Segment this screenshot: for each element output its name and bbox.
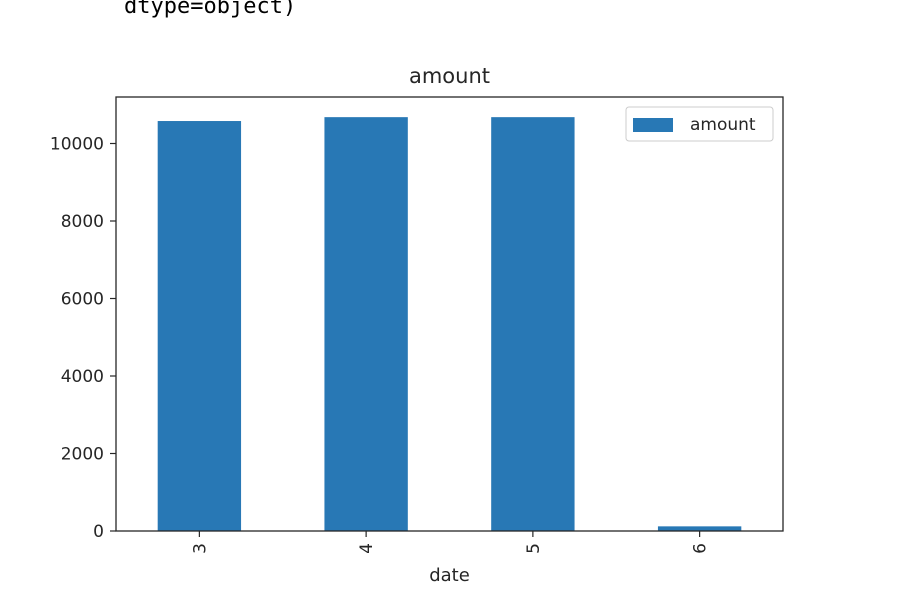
x-tick-label-5: 5: [524, 543, 544, 554]
bar-3: [157, 121, 242, 532]
y-tick-label-6000: 6000: [61, 290, 104, 310]
x-axis-label: date: [429, 565, 470, 586]
bar-5: [491, 117, 575, 532]
legend-swatch: [633, 118, 673, 132]
y-tick-label-4000: 4000: [61, 367, 104, 387]
x-tick-label-6: 6: [691, 543, 711, 554]
legend: amount: [625, 106, 774, 142]
y-tick-label-2000: 2000: [61, 445, 104, 465]
y-tick-label-0: 0: [93, 522, 104, 542]
cell-output-text: dtype=object): [124, 0, 297, 19]
x-tick-label-3: 3: [190, 543, 210, 554]
y-tick-label-8000: 8000: [61, 212, 104, 232]
bars-group: [157, 117, 742, 532]
legend-box: [625, 106, 774, 142]
bar-4: [324, 117, 408, 532]
x-tick-label-4: 4: [357, 543, 377, 554]
plot-frame: [115, 96, 784, 532]
legend-entry-amount: amount: [690, 115, 756, 135]
y-axis-ticks: 0 2000 4000 6000 8000 10000: [50, 135, 116, 542]
bar-6: [657, 526, 742, 531]
y-tick-label-10000: 10000: [50, 135, 104, 155]
chart-title: amount: [409, 64, 490, 88]
x-axis-ticks: 3 4 5 6: [190, 531, 711, 554]
